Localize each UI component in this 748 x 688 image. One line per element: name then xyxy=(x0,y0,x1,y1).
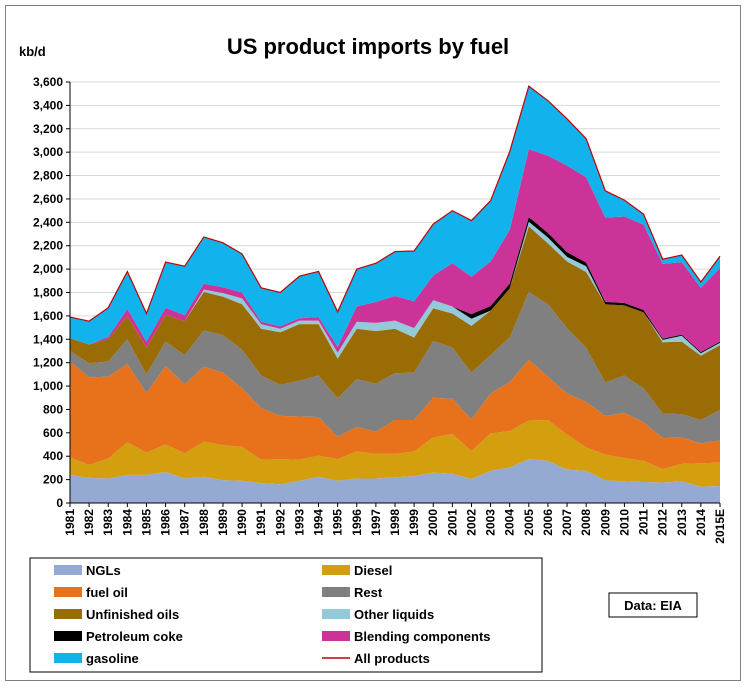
x-tick-label: 2009 xyxy=(598,509,612,536)
y-tick-label: 400 xyxy=(43,449,63,463)
legend-swatch-petroleum-coke xyxy=(54,631,82,641)
stacked-areas xyxy=(70,86,720,503)
x-tick-label: 1986 xyxy=(159,509,173,536)
y-tick-label: 3,400 xyxy=(33,98,63,112)
legend-label-blending-components: Blending components xyxy=(354,629,491,644)
area-diesel xyxy=(70,419,720,487)
legend-label-gasoline: gasoline xyxy=(86,651,139,666)
x-tick-label: 1985 xyxy=(139,509,153,536)
legend: NGLs Diesel fuel oil Rest Unfinished oils Oth… xyxy=(29,557,543,673)
area-unfinished-oils xyxy=(70,226,720,420)
area-ngls xyxy=(70,459,720,503)
x-tick-label: 2004 xyxy=(503,509,517,536)
y-tick-label: 2,200 xyxy=(33,239,63,253)
y-tick-label: 2,000 xyxy=(33,262,63,276)
legend-swatch-blending-components xyxy=(322,631,350,641)
legend-label-all-products: All products xyxy=(354,651,430,666)
x-tick-label: 2010 xyxy=(617,509,631,536)
x-tick-label: 1987 xyxy=(178,509,192,536)
x-tick-label: 1992 xyxy=(273,509,287,536)
x-tick-label: 1996 xyxy=(350,509,364,536)
x-tick-labels: 1981 1982 1983 1984 1985 1986 1987 1988 1989 1990… xyxy=(63,503,727,544)
x-tick-label: 1998 xyxy=(388,509,402,536)
legend-swatch-rest xyxy=(322,587,350,597)
x-tick-label: 1995 xyxy=(331,509,345,536)
x-tick-label: 2011 xyxy=(637,509,651,535)
x-tick-label: 1983 xyxy=(101,509,115,536)
x-tick-label: 1994 xyxy=(312,509,326,536)
x-tick-label: 2012 xyxy=(656,509,670,536)
x-tick-label: 1982 xyxy=(82,509,96,536)
legend-label-unfinished-oils: Unfinished oils xyxy=(86,607,179,622)
x-tick-label: 1993 xyxy=(292,509,306,536)
legend-label-diesel: Diesel xyxy=(354,563,392,578)
y-tick-label: 1,000 xyxy=(33,379,63,393)
x-tick-label: 1991 xyxy=(254,509,268,536)
y-tick-label: 1,400 xyxy=(33,332,63,346)
legend-box xyxy=(29,557,543,673)
legend-swatch-fuel-oil xyxy=(54,587,82,597)
legend-swatch-gasoline xyxy=(54,653,82,663)
y-tick-label: 0 xyxy=(56,496,63,510)
legend-swatch-unfinished-oils xyxy=(54,609,82,619)
legend-label-other-liquids: Other liquids xyxy=(354,607,434,622)
x-tick-label: 1997 xyxy=(369,509,383,536)
chart-frame: US product imports by fuel kb/d 0 200 400 6… xyxy=(5,5,741,681)
x-tick-label: 2015E xyxy=(713,509,727,544)
y-tick-label: 800 xyxy=(43,402,63,416)
y-tick-label: 2,600 xyxy=(33,192,63,206)
legend-label-rest: Rest xyxy=(354,585,383,600)
y-tick-label: 200 xyxy=(43,473,63,487)
total-line xyxy=(69,85,721,322)
y-tick-label: 3,000 xyxy=(33,145,63,159)
legend-label-fuel-oil: fuel oil xyxy=(86,585,128,600)
x-tick-label: 2008 xyxy=(579,509,593,536)
x-tick-label: 2003 xyxy=(484,509,498,536)
source-note-box: Data: EIA xyxy=(608,592,698,618)
x-tick-label: 2000 xyxy=(426,509,440,536)
x-tick-label: 2005 xyxy=(522,509,536,536)
y-tick-label: 3,200 xyxy=(33,122,63,136)
x-tick-label: 2014 xyxy=(694,509,708,536)
legend-label-ngls: NGLs xyxy=(86,563,121,578)
legend-swatch-diesel xyxy=(322,565,350,575)
y-tick-label: 3,600 xyxy=(33,75,63,89)
y-tick-label: 1,200 xyxy=(33,356,63,370)
legend-swatch-other-liquids xyxy=(322,609,350,619)
chart: US product imports by fuel kb/d 0 200 400 6… xyxy=(19,34,727,673)
source-note: Data: EIA xyxy=(624,598,682,613)
x-tick-label: 2006 xyxy=(541,509,555,536)
x-tick-label: 2013 xyxy=(675,509,689,536)
chart-title: US product imports by fuel xyxy=(227,34,509,59)
y-tick-label: 600 xyxy=(43,426,63,440)
y-tick-label: 2,800 xyxy=(33,169,63,183)
y-axis-unit-label: kb/d xyxy=(19,44,46,59)
x-tick-label: 1988 xyxy=(197,509,211,536)
area-rest xyxy=(70,291,720,444)
legend-swatch-ngls xyxy=(54,565,82,575)
y-tick-label: 1,600 xyxy=(33,309,63,323)
y-tick-label: 1,800 xyxy=(33,286,63,300)
x-tick-label: 1999 xyxy=(407,509,421,536)
x-tick-label: 2007 xyxy=(560,509,574,536)
area-blending-components xyxy=(70,149,720,353)
legend-label-petroleum-coke: Petroleum coke xyxy=(86,629,183,644)
x-tick-label: 1990 xyxy=(235,509,249,536)
area-fuel-oil xyxy=(70,359,720,470)
x-tick-label: 1984 xyxy=(120,509,134,536)
x-tick-label: 1981 xyxy=(63,509,77,536)
x-tick-label: 2001 xyxy=(445,509,459,536)
x-tick-label: 2002 xyxy=(464,509,478,536)
x-tick-label: 1989 xyxy=(216,509,230,536)
y-tick-label: 2,400 xyxy=(33,215,63,229)
y-tick-labels: 0 200 400 600 800 1,000 1,200 1,400 1,600 1,800 2,… xyxy=(33,75,70,510)
area-gasoline xyxy=(70,86,720,347)
line-all-products xyxy=(69,85,721,322)
